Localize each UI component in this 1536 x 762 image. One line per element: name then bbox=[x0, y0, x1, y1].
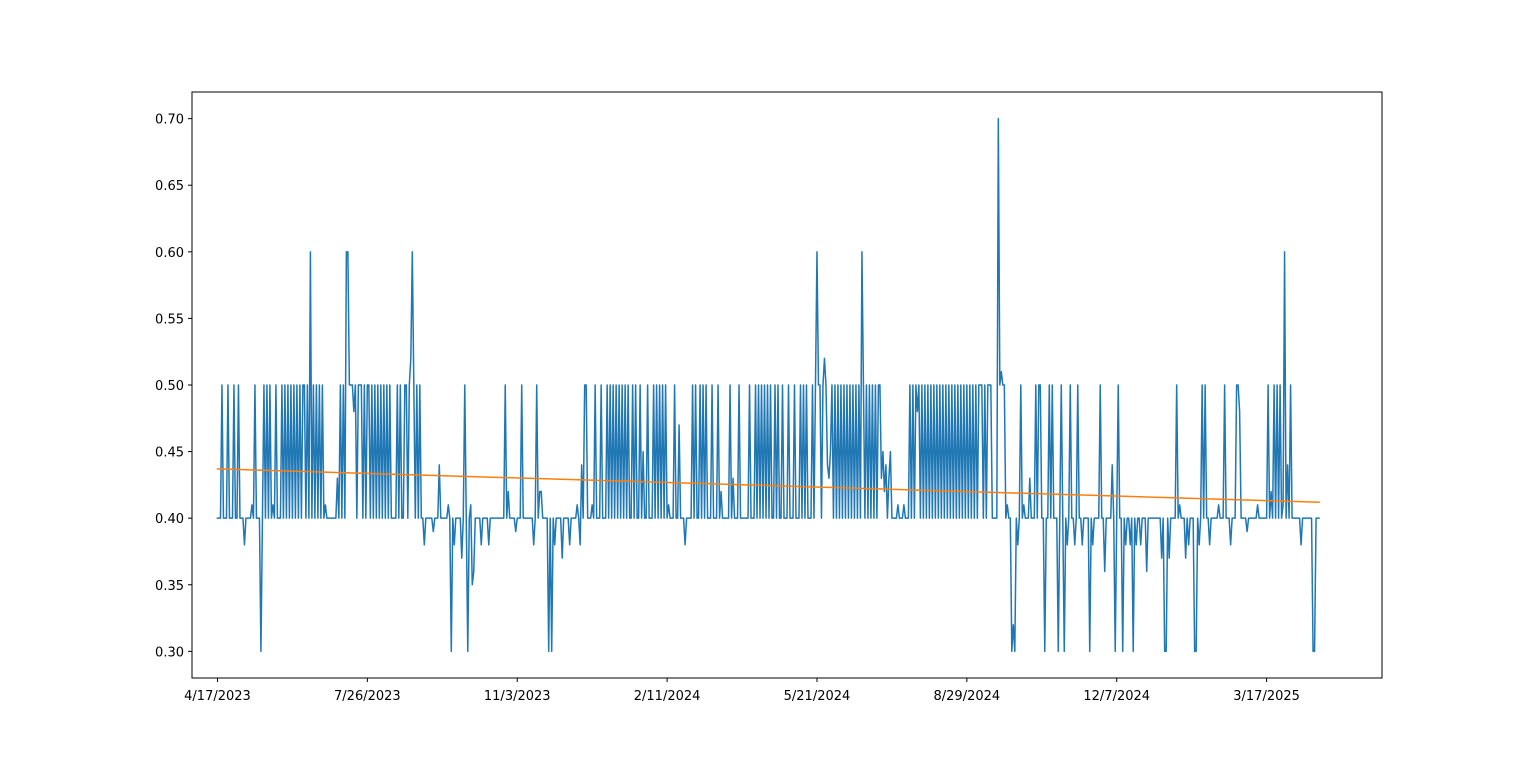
y-tick-label: 0.70 bbox=[155, 113, 184, 128]
y-tick-label: 0.60 bbox=[155, 246, 184, 261]
trend-line bbox=[216, 468, 1320, 503]
x-tick-label: 2/11/2024 bbox=[634, 689, 701, 704]
y-tick-label: 0.35 bbox=[155, 579, 184, 594]
x-tick-label: 12/7/2024 bbox=[1083, 689, 1150, 704]
axes-background bbox=[192, 92, 1382, 678]
y-tick-label: 0.30 bbox=[155, 645, 184, 660]
y-tick-label: 0.55 bbox=[155, 312, 184, 327]
y-tick-label: 0.50 bbox=[155, 379, 184, 394]
y-tick-label: 0.65 bbox=[155, 179, 184, 194]
plot-area bbox=[191, 91, 1383, 679]
x-tick-label: 11/3/2023 bbox=[484, 689, 551, 704]
x-tick-label: 7/26/2023 bbox=[334, 689, 401, 704]
x-axis: 4/17/2023 7/26/2023 11/3/2023 2/11/2024 5/21… bbox=[184, 678, 1300, 704]
y-axis: 0.30 0.35 0.40 0.45 0.50 0.55 0.60 0.65 0.70 bbox=[155, 113, 192, 660]
series-layer bbox=[216, 117, 1320, 653]
x-tick-label: 4/17/2023 bbox=[184, 689, 251, 704]
x-tick-label: 3/17/2025 bbox=[1233, 689, 1300, 704]
y-tick-label: 0.45 bbox=[155, 446, 184, 461]
x-tick-label: 5/21/2024 bbox=[784, 689, 851, 704]
y-tick-label: 0.40 bbox=[155, 512, 184, 527]
x-tick-label: 8/29/2024 bbox=[934, 689, 1001, 704]
